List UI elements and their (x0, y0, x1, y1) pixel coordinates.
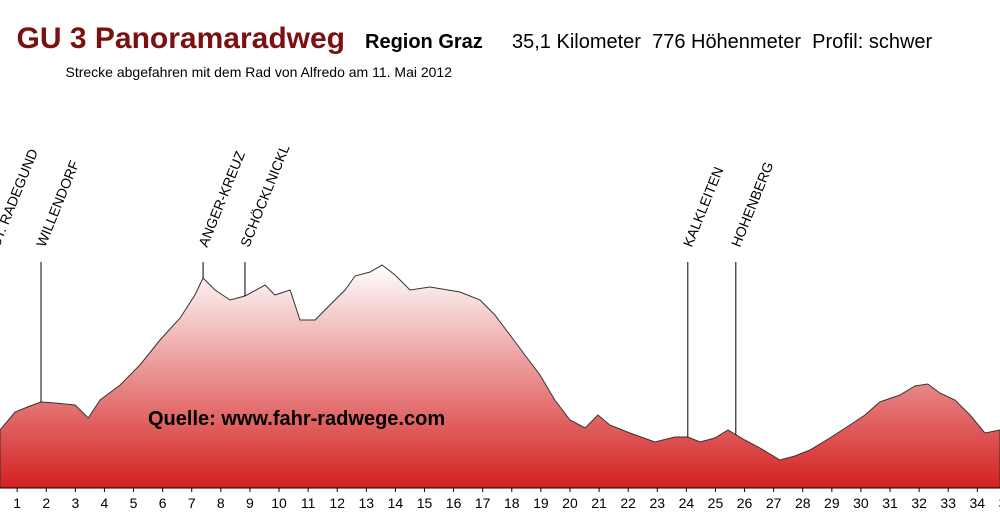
x-tick-label: 26 (737, 495, 753, 511)
stats: 35,1 Kilometer 776 Höhenmeter Profil: sc… (512, 31, 933, 53)
source-note: Quelle: www.fahr-radwege.com (148, 408, 445, 430)
chart-title: GU 3 Panoramaradweg (17, 22, 345, 55)
x-tick-label: 9 (246, 495, 254, 511)
x-tick-label: 19 (533, 495, 549, 511)
x-tick-label: 18 (504, 495, 520, 511)
x-tick-label: 31 (882, 495, 898, 511)
x-tick-label: 28 (795, 495, 811, 511)
waypoint-label: KALKLEITEN (680, 164, 727, 249)
x-tick-label: 35 (999, 495, 1000, 511)
x-tick-label: 10 (271, 495, 287, 511)
x-tick-label: 14 (388, 495, 404, 511)
x-tick-label: 13 (359, 495, 375, 511)
x-tick-label: 6 (159, 495, 167, 511)
x-tick-label: 29 (824, 495, 840, 511)
waypoint-label: WILLENDORF (33, 158, 82, 249)
x-tick-label: 23 (649, 495, 665, 511)
waypoint-label: HOHENBERG (728, 159, 777, 249)
x-tick-label: 15 (417, 495, 433, 511)
region: Region Graz (365, 31, 483, 53)
subtitle: Strecke abgefahren mit dem Rad von Alfre… (65, 64, 452, 80)
waypoint-label: ST. RADEGUND (0, 146, 41, 249)
x-tick-label: 30 (853, 495, 869, 511)
x-tick-label: 3 (71, 495, 79, 511)
x-tick-label: 16 (446, 495, 462, 511)
x-tick-label: 27 (766, 495, 782, 511)
x-tick-label: 24 (679, 495, 695, 511)
x-tick-label: 7 (188, 495, 196, 511)
x-tick-label: 21 (591, 495, 607, 511)
x-tick-label: 20 (562, 495, 578, 511)
x-tick-label: 33 (940, 495, 956, 511)
x-tick-label: 12 (329, 495, 345, 511)
x-tick-label: 11 (301, 495, 316, 511)
x-tick-label: 8 (217, 495, 225, 511)
elevation-area (0, 264, 1000, 489)
x-tick-label: 5 (130, 495, 138, 511)
x-tick-label: 1 (13, 495, 21, 511)
x-tick-label: 25 (708, 495, 724, 511)
x-tick-label: 34 (970, 495, 986, 511)
x-tick-label: 22 (620, 495, 636, 511)
x-tick-label: 4 (101, 495, 109, 511)
x-tick-label: 2 (42, 495, 50, 511)
x-tick-label: 17 (475, 495, 491, 511)
x-tick-label: 32 (911, 495, 927, 511)
